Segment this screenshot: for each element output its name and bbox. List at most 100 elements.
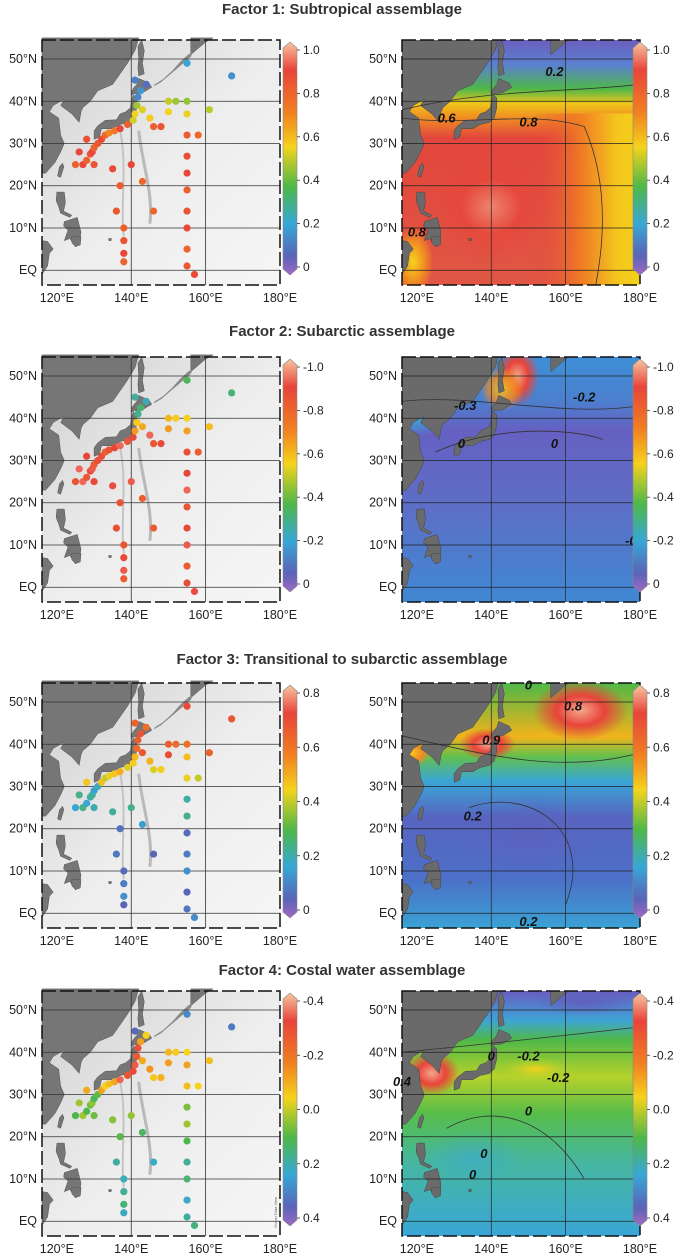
station-point [183,740,191,748]
lon-label: 160°E [549,608,583,622]
station-point [90,161,98,169]
station-map-3 [41,680,281,929]
station-point [194,774,202,782]
station-point [131,719,139,727]
station-point [183,829,191,837]
station-point [183,1103,191,1111]
interpolated-map-2: -0.3-0.200-0.2 [401,356,648,603]
station-point [146,1065,154,1073]
station-point [149,1158,158,1166]
lat-label: 40°N [9,411,37,425]
station-point [164,425,173,433]
station-point [172,414,180,422]
lon-label: 120°E [400,934,434,948]
station-point [112,207,120,215]
lat-label: EQ [19,263,37,277]
colorbar-tick-label: 1.0 [303,43,320,57]
station-point [149,765,158,774]
colorbar-tick-label: 0.6 [653,740,670,754]
lon-label: 180°E [623,934,657,948]
station-point [205,1057,213,1065]
lon-label: 180°E [263,291,297,305]
colorbar-tick-label: 0.0 [653,1103,670,1117]
station-point [120,880,128,888]
lon-label: 120°E [400,608,434,622]
colorbar-tick-label: 0.2 [653,217,670,231]
colorbar-tick-label: 0.6 [303,130,320,144]
station-point [134,93,142,101]
lat-label: 10°N [369,1172,397,1186]
lon-label: 140°E [474,1242,508,1256]
lat-label: 30°N [369,779,397,793]
station-point [127,804,135,812]
lat-label: 10°N [9,1172,37,1186]
station-point [129,759,137,767]
lon-label: 140°E [474,934,508,948]
station-point [157,765,165,774]
station-point [142,80,150,88]
colorbar-tick-label: -0.6 [303,447,324,461]
lat-label: 20°N [9,822,37,836]
station-point [146,431,154,439]
station-point [109,1116,117,1124]
station-point [205,749,213,757]
station-point [131,427,139,435]
station-point [164,108,173,116]
station-point [71,804,80,812]
lon-label: 160°E [189,608,223,622]
contour-label: 0 [525,677,533,692]
lat-label: 50°N [9,52,37,66]
colorbar-tick-label: -0.4 [653,490,674,504]
station-point [75,148,83,156]
contour-label: 0.2 [545,64,564,79]
colorbar-tick-label: 0 [653,260,660,274]
station-point [120,554,128,562]
station-point [142,1031,150,1039]
colorbar-tick-label: 0.8 [303,86,320,100]
contour-line [446,1115,585,1180]
station-point [228,389,236,397]
station-point [116,1133,124,1141]
lon-label: 180°E [623,1242,657,1256]
colorbar: 1.0 0.8 0.6 0.4 0.2 0 [282,41,320,276]
station-point [183,812,191,820]
station-point [138,1057,147,1065]
contour-line [402,399,640,410]
colorbar-tick-label: 0 [303,260,310,274]
lon-label: 120°E [40,1242,74,1256]
station-point [112,1158,120,1166]
lat-label: 20°N [9,179,37,193]
station-point [116,499,124,507]
lon-label: 180°E [623,291,657,305]
contour-line [402,83,640,111]
station-point [157,439,165,448]
station-point [120,1209,128,1217]
station-point [71,161,80,169]
colorbar-tick-label: 0.4 [653,1211,670,1225]
station-point [120,575,128,583]
lon-label: 180°E [263,934,297,948]
lat-label: 40°N [9,94,37,108]
lat-label: EQ [379,906,397,920]
contour-label: 0.2 [519,914,538,929]
station-point [172,740,180,748]
station-point [110,127,119,135]
lat-label: 40°N [369,1045,397,1059]
station-point [75,791,83,799]
station-point [123,120,132,129]
lat-label: 50°N [9,695,37,709]
station-point [228,715,236,723]
station-point [71,478,80,486]
lat-label: 30°N [369,1087,397,1101]
station-point [194,448,202,456]
station-point [75,465,83,473]
contour-line [402,1026,640,1053]
station-point [120,901,128,909]
lat-label: 20°N [369,822,397,836]
interpolated-map-3: 0 0.8 0.9 0.2 0.2 [401,677,641,929]
station-point [120,541,128,549]
lat-label: 20°N [369,496,397,510]
colorbar-tick-label: 0.4 [303,1211,320,1225]
